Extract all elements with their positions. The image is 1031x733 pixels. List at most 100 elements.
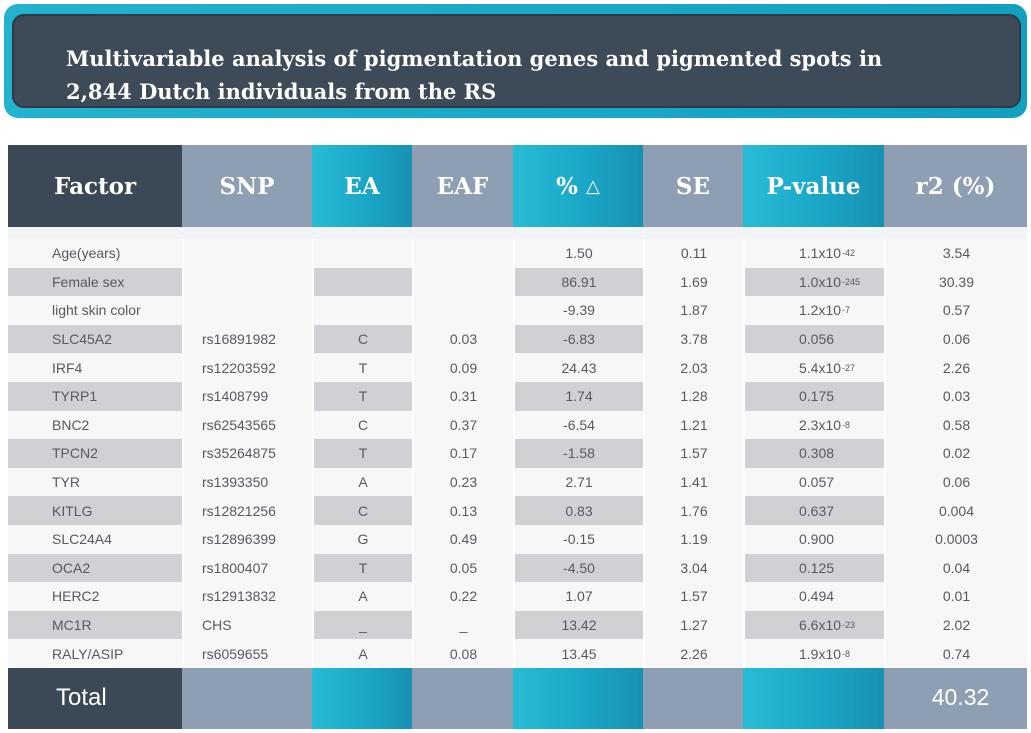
cell-snp: rs12913832 <box>182 582 312 611</box>
cell-pct: 24.43 <box>513 353 643 382</box>
header-r2: r2 (%) <box>884 145 1027 227</box>
pvalue-base: 2.3x10 <box>799 416 842 433</box>
cell-pct: 2.71 <box>513 467 643 497</box>
pvalue-exponent: -8 <box>842 419 851 430</box>
cell-pct: 86.91 <box>513 267 643 297</box>
cell-se: 1.69 <box>643 267 743 297</box>
header-factor: Factor <box>8 145 182 227</box>
cell-snp: rs1408799 <box>182 381 312 411</box>
total-percent-cell <box>513 666 643 729</box>
cell-ea: C <box>312 410 412 440</box>
cell-se: 1.28 <box>643 381 743 411</box>
cell-pct: 1.07 <box>513 582 643 611</box>
cell-eaf: _ <box>412 610 513 640</box>
cell-pvalue: 1.0x10 -245 <box>743 267 884 297</box>
cell-eaf: 0.31 <box>412 381 513 411</box>
pvalue-exponent: -8 <box>842 648 851 659</box>
cell-factor: TYRP1 <box>8 381 182 411</box>
cell-ea: G <box>312 524 412 554</box>
cell-pvalue: 0.057 <box>743 467 884 497</box>
total-r2-value: 40.32 <box>884 666 1027 729</box>
cell-se: 2.26 <box>643 639 743 668</box>
cell-snp <box>182 267 312 297</box>
cell-r2: 3.54 <box>884 239 1027 268</box>
cell-snp: rs16891982 <box>182 324 312 354</box>
pvalue-base: 0.637 <box>799 502 835 519</box>
cell-pvalue: 0.308 <box>743 439 884 468</box>
cell-se: 0.11 <box>643 239 743 268</box>
cell-pvalue: 2.3x10 -8 <box>743 410 884 440</box>
cell-pct: -6.54 <box>513 410 643 440</box>
cell-pct: -9.39 <box>513 296 643 325</box>
table-row: TYR rs1393350 A 0.23 2.71 1.41 0.057 0.06 <box>8 467 1027 497</box>
header-percent: % △ <box>513 145 643 227</box>
cell-r2: 2.26 <box>884 353 1027 382</box>
table-row: SLC45A2 rs16891982 C 0.03 -6.83 3.78 0.056 0.06 <box>8 324 1027 354</box>
pvalue-base: 1.0x10 <box>799 273 842 290</box>
pvalue-base: 0.125 <box>799 559 835 576</box>
cell-pvalue: 0.900 <box>743 524 884 554</box>
pvalue-exponent: -42 <box>842 248 856 259</box>
cell-r2: 0.57 <box>884 296 1027 325</box>
cell-eaf <box>412 239 513 268</box>
cell-pvalue: 1.1x10 -42 <box>743 239 884 268</box>
cell-r2: 0.01 <box>884 582 1027 611</box>
cell-pct: -1.58 <box>513 439 643 468</box>
pvalue-base: 0.308 <box>799 445 835 462</box>
header-percent-label: % <box>556 172 578 200</box>
cell-r2: 0.004 <box>884 496 1027 525</box>
cell-pct: -4.50 <box>513 553 643 583</box>
cell-eaf <box>412 296 513 325</box>
cell-factor: HERC2 <box>8 582 182 611</box>
table-body: Age(years) 1.50 0.11 1.1x10 -42 3.54 Female se… <box>8 227 1027 668</box>
cell-snp: rs6059655 <box>182 639 312 668</box>
cell-se: 1.57 <box>643 439 743 468</box>
pvalue-base: 0.057 <box>799 474 835 491</box>
cell-pct: 1.50 <box>513 239 643 268</box>
cell-r2: 0.03 <box>884 381 1027 411</box>
cell-pvalue: 0.494 <box>743 582 884 611</box>
cell-ea <box>312 239 412 268</box>
table-row: BNC2 rs62543565 C 0.37 -6.54 1.21 2.3x10 -8 0.58 <box>8 410 1027 440</box>
cell-pvalue: 6.6x10 -23 <box>743 610 884 640</box>
pvalue-exponent: -23 <box>842 620 856 631</box>
table-row: Female sex 86.91 1.69 1.0x10 -245 30.39 <box>8 267 1027 297</box>
cell-snp: rs12896399 <box>182 524 312 554</box>
cell-r2: 0.58 <box>884 410 1027 440</box>
table-row: TYRP1 rs1408799 T 0.31 1.74 1.28 0.175 0.03 <box>8 381 1027 411</box>
header-pvalue: P-value <box>743 145 884 227</box>
title-banner: Multivariable analysis of pigmentation g… <box>4 4 1027 118</box>
cell-r2: 0.02 <box>884 439 1027 468</box>
cell-se: 3.78 <box>643 324 743 354</box>
table-row: HERC2 rs12913832 A 0.22 1.07 1.57 0.494 0.01 <box>8 582 1027 611</box>
cell-eaf: 0.13 <box>412 496 513 525</box>
table-row: TPCN2 rs35264875 T 0.17 -1.58 1.57 0.308 0.02 <box>8 439 1027 468</box>
cell-snp: rs35264875 <box>182 439 312 468</box>
cell-pvalue: 5.4x10 -27 <box>743 353 884 382</box>
cell-ea: A <box>312 467 412 497</box>
total-snp-cell <box>182 666 312 729</box>
cell-se: 1.21 <box>643 410 743 440</box>
pvalue-exponent: -27 <box>842 362 856 373</box>
cell-factor: TPCN2 <box>8 439 182 468</box>
total-pvalue-cell <box>743 666 884 729</box>
cell-se: 2.03 <box>643 353 743 382</box>
table-row: IRF4 rs12203592 T 0.09 24.43 2.03 5.4x10 -27 2.2… <box>8 353 1027 382</box>
cell-pvalue: 0.125 <box>743 553 884 583</box>
pvalue-base: 0.900 <box>799 531 835 548</box>
cell-factor: TYR <box>8 467 182 497</box>
pvalue-base: 1.2x10 <box>799 302 842 319</box>
cell-factor: MC1R <box>8 610 182 640</box>
cell-pct: 0.83 <box>513 496 643 525</box>
cell-ea: T <box>312 381 412 411</box>
cell-ea: T <box>312 353 412 382</box>
cell-pvalue: 0.056 <box>743 324 884 354</box>
pvalue-exponent: -245 <box>842 276 861 287</box>
cell-snp: rs1800407 <box>182 553 312 583</box>
cell-r2: 30.39 <box>884 267 1027 297</box>
cell-r2: 0.74 <box>884 639 1027 668</box>
pvalue-base: 6.6x10 <box>799 617 842 634</box>
cell-pct: 13.45 <box>513 639 643 668</box>
pvalue-exponent: -7 <box>842 305 851 316</box>
table-row: OCA2 rs1800407 T 0.05 -4.50 3.04 0.125 0.04 <box>8 553 1027 583</box>
